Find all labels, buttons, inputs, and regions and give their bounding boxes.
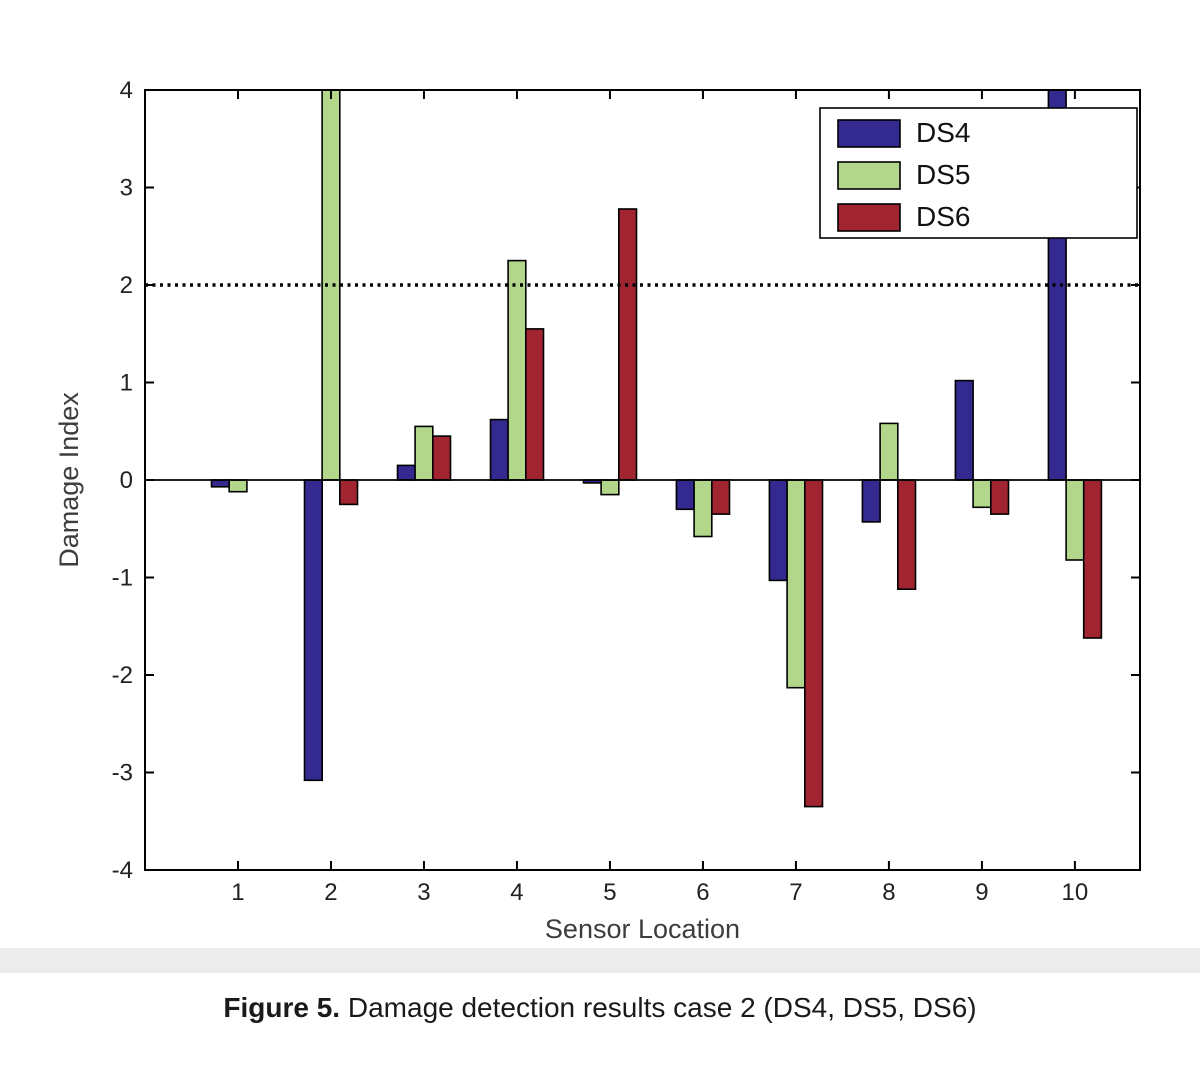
legend-swatch-DS6 (837, 203, 901, 232)
x-tick-label: 5 (603, 879, 616, 906)
x-tick-label: 4 (510, 879, 523, 906)
bar-DS6-9 (989, 479, 1010, 515)
bar-DS5-7 (786, 479, 806, 689)
figure-caption: Figure 5. Damage detection results case … (0, 992, 1200, 1024)
bar-DS4-8 (861, 479, 881, 523)
figure-caption-label: Figure 5. (223, 992, 341, 1023)
x-tick-label: 9 (975, 879, 988, 906)
bar-DS5-10 (1065, 479, 1085, 561)
bar-DS4-7 (768, 479, 788, 582)
bar-DS5-8 (879, 422, 899, 481)
bar-DS4-2 (303, 479, 324, 782)
x-tick-label: 7 (789, 879, 802, 906)
y-tick-label: 2 (120, 272, 133, 299)
y-tick-label: 3 (120, 175, 133, 202)
y-tick-label: -1 (112, 565, 133, 592)
y-tick-label: 1 (120, 370, 133, 397)
bar-DS5-3 (414, 425, 434, 481)
bar-DS5-4 (507, 259, 527, 481)
bar-DS4-1 (210, 479, 231, 488)
bar-DS6-6 (710, 479, 731, 515)
bar-DS5-5 (600, 479, 620, 496)
legend: DS4 DS5 DS6 (819, 107, 1138, 239)
separator-band (0, 948, 1200, 973)
bar-DS6-8 (896, 479, 917, 590)
y-tick-label: -4 (112, 857, 133, 884)
legend-label-DS6: DS6 (916, 201, 970, 232)
x-tick-label: 2 (324, 879, 337, 906)
bar-DS5-6 (693, 479, 713, 538)
x-tick-label: 3 (417, 879, 430, 906)
bar-DS4-6 (675, 479, 695, 511)
legend-swatch-DS5 (837, 161, 901, 190)
bar-DS5-1 (228, 479, 248, 493)
bar-DS5-9 (972, 479, 992, 509)
y-axis-label: Damage Index (54, 392, 84, 568)
legend-item-DS5: DS5 (837, 159, 970, 190)
x-tick-label: 8 (882, 879, 895, 906)
x-axis-label: Sensor Location (545, 914, 740, 944)
bar-DS4-3 (396, 464, 417, 481)
bar-DS6-3 (431, 435, 452, 481)
bar-DS5-2 (321, 89, 341, 481)
chart-svg: -4 -3 -2 -1 0 1 2 3 4 1 2 3 4 5 6 7 8 9 10 Sensor Location D… (54, 77, 1141, 944)
y-tick-label: -2 (112, 662, 133, 689)
bar-DS4-4 (489, 418, 510, 481)
y-tick-label: 0 (120, 467, 133, 494)
legend-label-DS5: DS5 (916, 159, 970, 190)
legend-item-DS6: DS6 (837, 201, 970, 232)
bar-DS6-5 (617, 208, 638, 481)
bar-DS6-10 (1082, 479, 1103, 639)
bar-DS6-7 (803, 479, 824, 808)
bar-DS4-9 (954, 379, 974, 481)
legend-item-DS4: DS4 (837, 117, 970, 148)
x-tick-label: 10 (1062, 879, 1089, 906)
bar-DS6-4 (524, 328, 545, 481)
x-tick-label: 6 (696, 879, 709, 906)
figure-chart: -4 -3 -2 -1 0 1 2 3 4 1 2 3 4 5 6 7 8 9 10 Sensor Location D… (54, 77, 1141, 944)
y-tick-label: -3 (112, 760, 133, 787)
x-tick-label: 1 (231, 879, 244, 906)
figure-caption-text: Damage detection results case 2 (DS4, DS… (340, 992, 977, 1023)
legend-swatch-DS4 (837, 119, 901, 148)
bar-DS6-2 (338, 479, 359, 506)
legend-label-DS4: DS4 (916, 117, 970, 148)
y-tick-label: 4 (120, 77, 133, 104)
